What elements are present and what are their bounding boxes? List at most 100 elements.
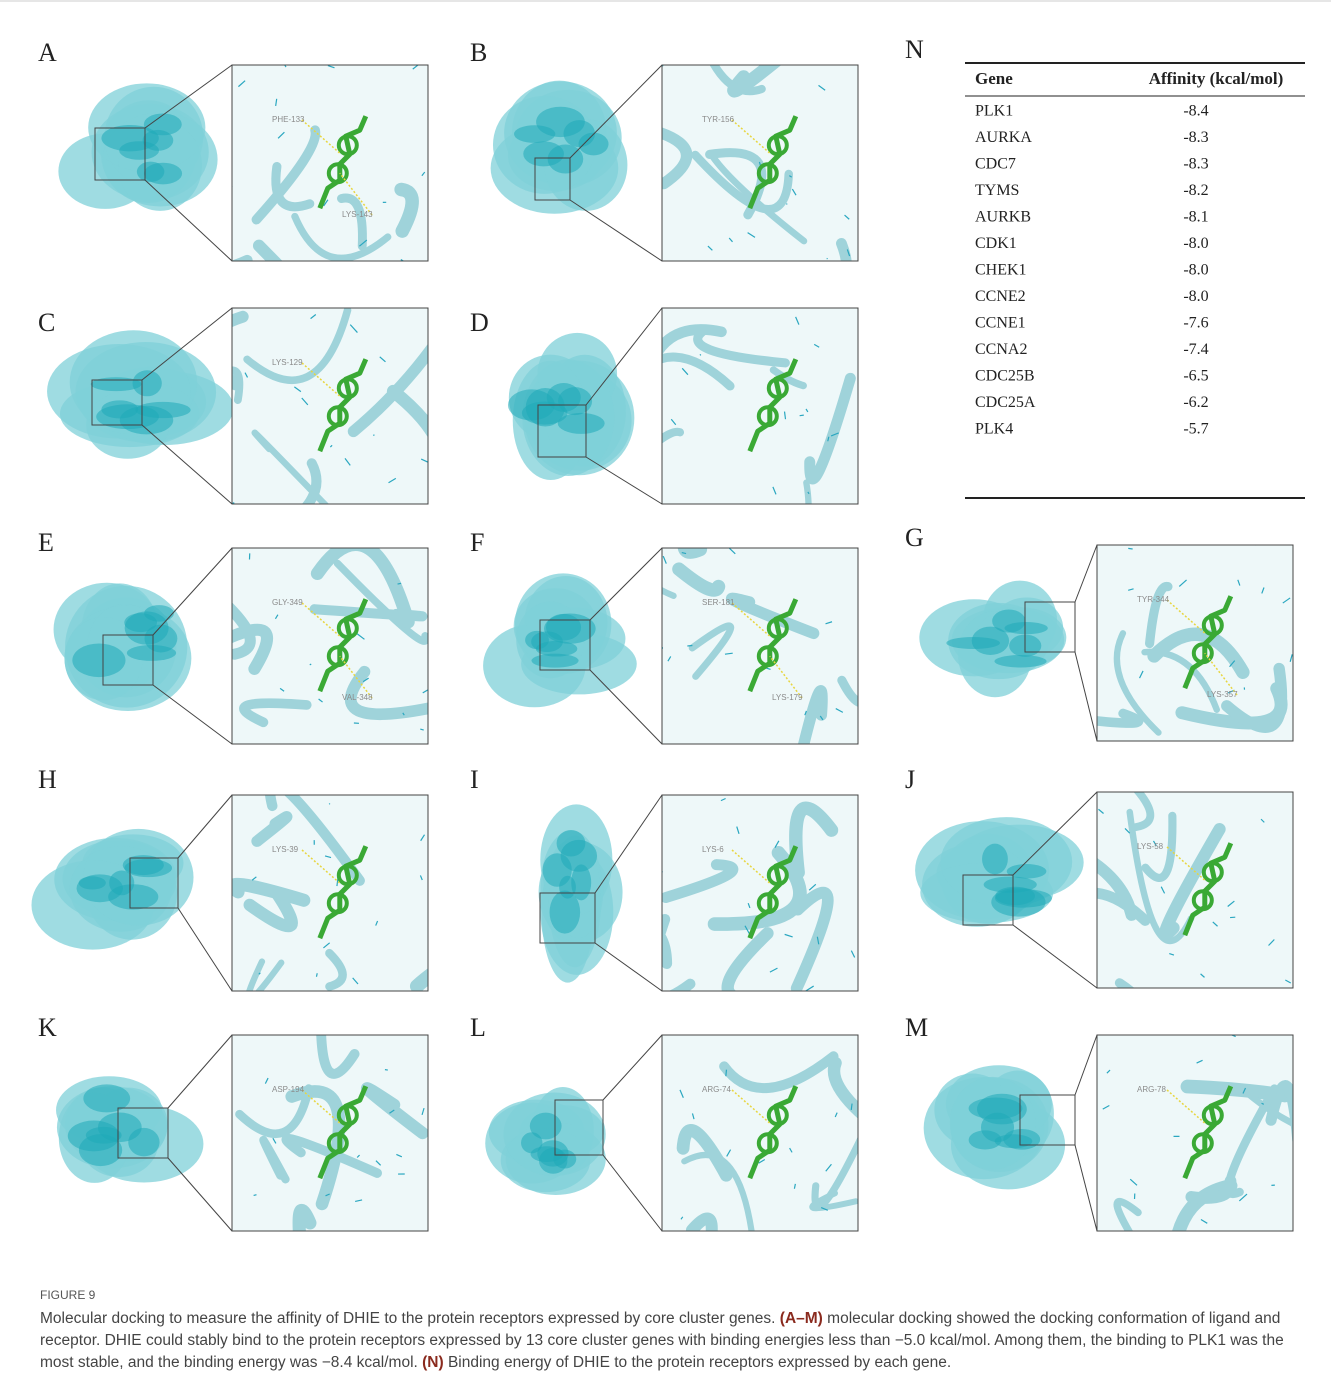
panel-letter: C: [38, 308, 55, 337]
gene-cell: PLK4: [975, 421, 1013, 438]
affinity-cell: -8.2: [1183, 182, 1208, 199]
protein-core: [521, 1132, 542, 1153]
gene-cell: CCNE1: [975, 315, 1026, 332]
protein-core: [101, 400, 138, 418]
protein-core: [972, 627, 1009, 655]
gene-cell: TYMS: [975, 182, 1019, 199]
residue-label: LYS-58: [1137, 842, 1164, 851]
side-chain: [700, 354, 701, 355]
gene-cell: CDC25B: [975, 368, 1035, 385]
residue-label: ARG-78: [1137, 1085, 1166, 1094]
protein-core: [137, 162, 164, 182]
zoom-view: ASP-194: [232, 944, 428, 1275]
page: APHE-133LYS-143BTYR-156CLYS-129DEGLY-349…: [0, 0, 1331, 1387]
side-chain: [316, 973, 317, 977]
protein-core: [531, 631, 563, 652]
residue-label: LYS-39: [272, 845, 299, 854]
panel-letter: J: [905, 765, 915, 794]
panel-letter: F: [470, 528, 484, 557]
zoom-view: LYS-58: [1043, 723, 1293, 1085]
caption-text: Molecular docking to measure the affinit…: [40, 1310, 780, 1327]
gene-cell: CDC25A: [975, 394, 1036, 411]
zoom-view: LYS-39: [232, 783, 469, 1001]
side-chain: [373, 435, 374, 436]
gene-cell: AURKA: [975, 129, 1032, 146]
connector: [603, 1035, 662, 1100]
zoom-view: ARG-78: [1097, 1034, 1331, 1275]
affinity-cell: -7.6: [1183, 315, 1208, 332]
gene-cell: CDK1: [975, 235, 1017, 252]
side-chain: [310, 664, 311, 665]
side-chain: [254, 1195, 257, 1196]
protein-core: [548, 145, 584, 174]
affinity-cell: -8.0: [1183, 262, 1208, 279]
residue-label: ASP-194: [272, 1085, 305, 1094]
ribbon: [299, 1210, 310, 1275]
connector: [1075, 545, 1097, 602]
side-chain: [851, 1104, 852, 1110]
protein-core: [1003, 1129, 1040, 1150]
protein-core: [982, 844, 1008, 875]
panel-letter: B: [470, 38, 487, 67]
panel-letter: K: [38, 1013, 57, 1042]
protein-core: [994, 655, 1046, 667]
caption-text: Binding energy of DHIE to the protein re…: [444, 1354, 952, 1371]
connector: [1013, 925, 1097, 988]
panel-letter: N: [905, 35, 924, 64]
residue-label: VAL-348: [342, 693, 373, 702]
residue-label: LYS-357: [1207, 690, 1238, 699]
connector: [595, 943, 662, 991]
residue-label: LYS-179: [772, 693, 803, 702]
connector: [153, 548, 232, 635]
connector: [603, 1155, 662, 1231]
panel-letter: H: [38, 765, 57, 794]
affinity-cell: -8.0: [1183, 288, 1208, 305]
protein-core: [79, 1134, 122, 1166]
connector: [178, 795, 232, 858]
affinity-cell: -6.2: [1183, 394, 1208, 411]
connector: [153, 685, 232, 744]
caption-ref: (N): [422, 1354, 444, 1371]
protein-core: [124, 859, 172, 877]
affinity-cell: -8.1: [1183, 209, 1208, 226]
panel-letter: L: [470, 1013, 486, 1042]
connector: [168, 1158, 232, 1231]
panel-letter: G: [905, 523, 924, 552]
affinity-cell: -8.4: [1183, 103, 1208, 120]
affinity-cell: -5.7: [1183, 421, 1208, 438]
affinity-cell: -7.4: [1183, 341, 1208, 358]
gene-cell: CDC7: [975, 156, 1016, 173]
protein-core: [77, 874, 123, 902]
affinity-cell: -8.3: [1183, 156, 1208, 173]
residue-label: LYS-6: [702, 845, 724, 854]
protein-core: [561, 840, 598, 872]
caption: FIGURE 9 Molecular docking to measure th…: [40, 1284, 1300, 1374]
panel-letter: D: [470, 308, 489, 337]
side-chain: [329, 803, 330, 804]
connector: [590, 548, 662, 620]
affinity-cell: -8.3: [1183, 129, 1208, 146]
residue-label: PHE-133: [272, 115, 305, 124]
gene-cell: CCNE2: [975, 288, 1026, 305]
panel-letter: E: [38, 528, 54, 557]
zoom-view: LYS-129: [199, 308, 444, 556]
connector: [168, 1035, 232, 1108]
protein-core: [119, 141, 159, 160]
residue-label: LYS-129: [272, 358, 303, 367]
gene-cell: CCNA2: [975, 341, 1027, 358]
panel-letter: A: [38, 38, 57, 67]
panel-letter: M: [905, 1013, 928, 1042]
panel-letter: I: [470, 765, 479, 794]
zoom-view: PHE-133 LYS-143: [169, 60, 428, 335]
zoom-bg: [662, 308, 858, 504]
residue-label: LYS-143: [342, 210, 373, 219]
protein-core: [144, 605, 174, 622]
protein-core: [536, 107, 585, 137]
gene-cell: AURKB: [975, 209, 1031, 226]
gene-cell: CHEK1: [975, 262, 1027, 279]
caption-label: FIGURE 9: [40, 1284, 1300, 1306]
protein-core: [526, 388, 565, 427]
ribbon: [692, 1218, 712, 1275]
protein-core: [127, 645, 176, 661]
